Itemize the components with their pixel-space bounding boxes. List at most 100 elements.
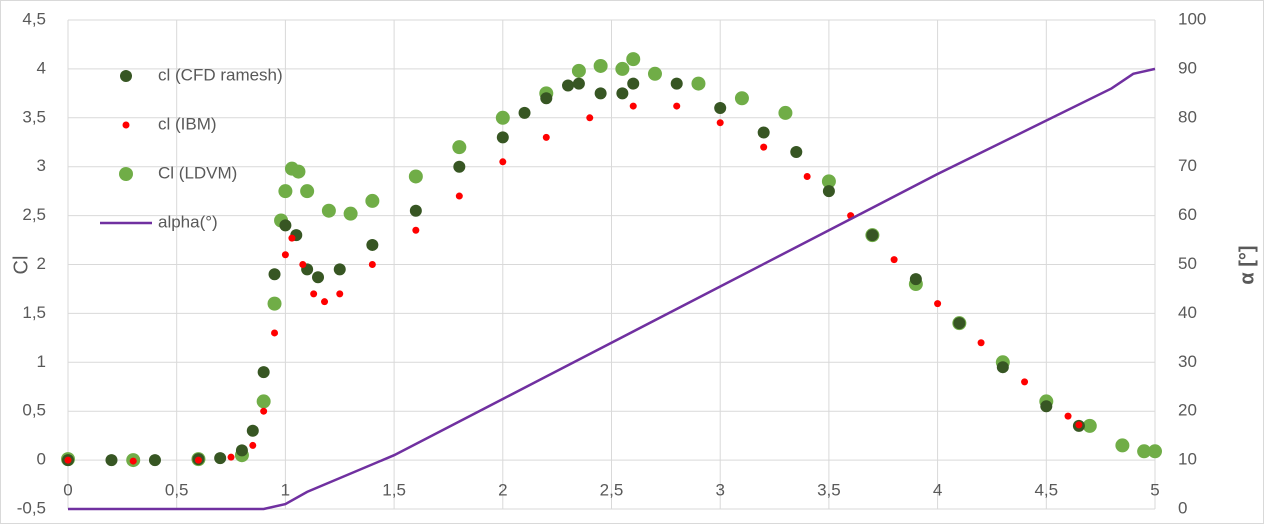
data-point bbox=[279, 219, 292, 232]
data-point bbox=[716, 119, 724, 127]
data-point bbox=[1075, 421, 1083, 429]
data-point bbox=[499, 158, 507, 166]
data-point bbox=[312, 271, 325, 284]
y2-tick-label: 20 bbox=[1178, 401, 1197, 420]
data-point bbox=[300, 184, 315, 199]
x-tick-label: 2 bbox=[498, 480, 507, 499]
data-point bbox=[803, 172, 811, 180]
data-point bbox=[757, 126, 770, 139]
data-point bbox=[452, 140, 467, 155]
data-point bbox=[235, 444, 248, 457]
data-point bbox=[934, 300, 942, 308]
y2-tick-label: 90 bbox=[1178, 58, 1197, 77]
x-tick-label: 1,5 bbox=[382, 480, 406, 499]
data-point bbox=[734, 91, 749, 106]
data-point bbox=[260, 407, 268, 415]
data-point bbox=[629, 102, 637, 110]
data-point bbox=[288, 234, 296, 242]
data-point bbox=[626, 52, 641, 67]
legend-label: alpha(°) bbox=[158, 212, 218, 231]
y-tick-label: 0,5 bbox=[22, 401, 46, 420]
legend-label: cl (IBM) bbox=[158, 114, 217, 133]
data-point bbox=[105, 454, 118, 467]
data-point bbox=[1148, 444, 1162, 459]
data-point bbox=[673, 102, 681, 110]
data-point bbox=[540, 92, 553, 105]
data-point bbox=[310, 290, 318, 298]
data-point bbox=[778, 105, 793, 120]
y2-tick-label: 10 bbox=[1178, 450, 1197, 469]
data-point bbox=[714, 102, 727, 115]
data-point bbox=[616, 87, 629, 100]
y-tick-label: 3 bbox=[37, 156, 46, 175]
data-point bbox=[670, 77, 683, 90]
data-point bbox=[194, 456, 202, 464]
x-tick-label: 0,5 bbox=[165, 480, 189, 499]
data-point bbox=[271, 329, 279, 337]
data-point bbox=[366, 238, 379, 251]
data-point bbox=[214, 452, 227, 465]
y-axis-title: Cl bbox=[10, 256, 32, 275]
data-point bbox=[408, 169, 423, 184]
data-point bbox=[1115, 438, 1130, 453]
data-point bbox=[257, 366, 270, 379]
data-point bbox=[977, 339, 985, 347]
data-point bbox=[593, 58, 608, 73]
data-point bbox=[822, 185, 835, 198]
x-tick-label: 4,5 bbox=[1034, 480, 1058, 499]
data-point bbox=[249, 441, 257, 449]
data-point bbox=[246, 424, 259, 437]
data-point bbox=[278, 184, 293, 199]
y2-tick-label: 0 bbox=[1178, 498, 1187, 517]
data-point bbox=[562, 79, 575, 92]
data-point bbox=[455, 192, 463, 200]
x-tick-label: 5 bbox=[1150, 480, 1159, 499]
x-tick-label: 1 bbox=[281, 480, 290, 499]
data-point bbox=[129, 457, 137, 465]
x-tick-label: 4 bbox=[933, 480, 942, 499]
data-point bbox=[299, 261, 307, 268]
data-point bbox=[594, 87, 607, 100]
legend-label: cl (CFD ramesh) bbox=[158, 65, 283, 84]
data-point bbox=[268, 268, 281, 281]
data-point bbox=[1040, 400, 1053, 413]
data-point bbox=[890, 256, 898, 264]
data-point bbox=[1064, 412, 1072, 420]
y-tick-label: 0 bbox=[37, 450, 46, 469]
y-tick-label: 1 bbox=[37, 352, 46, 371]
data-point bbox=[412, 226, 420, 234]
y2-tick-label: 70 bbox=[1178, 156, 1197, 175]
x-tick-label: 0 bbox=[63, 480, 72, 499]
legend-swatch bbox=[120, 70, 132, 82]
data-point bbox=[1137, 444, 1152, 459]
y2-tick-label: 50 bbox=[1178, 254, 1197, 273]
data-point bbox=[909, 273, 922, 286]
y-tick-label: 3,5 bbox=[22, 107, 46, 126]
data-point bbox=[866, 229, 879, 242]
legend-label: Cl (LDVM) bbox=[158, 163, 237, 182]
data-point bbox=[365, 193, 380, 208]
data-point bbox=[691, 76, 706, 91]
data-point bbox=[518, 106, 531, 119]
data-point bbox=[572, 77, 585, 90]
data-point bbox=[571, 63, 586, 78]
x-tick-label: 3 bbox=[715, 480, 724, 499]
y2-tick-label: 80 bbox=[1178, 107, 1197, 126]
data-point bbox=[496, 131, 509, 144]
alpha-line bbox=[68, 67, 1156, 511]
data-point bbox=[227, 453, 235, 461]
data-point bbox=[495, 110, 510, 125]
data-point bbox=[821, 174, 836, 189]
y2-tick-label: 60 bbox=[1178, 205, 1197, 224]
data-point bbox=[336, 290, 344, 298]
data-point bbox=[615, 61, 630, 76]
data-point bbox=[1021, 378, 1029, 386]
y2-tick-label: 40 bbox=[1178, 303, 1197, 322]
y-tick-label: 1,5 bbox=[22, 303, 46, 322]
data-point bbox=[368, 261, 376, 268]
data-point bbox=[291, 164, 306, 179]
data-point bbox=[1082, 418, 1097, 433]
y-tick-label: 2,5 bbox=[22, 205, 46, 224]
data-point bbox=[453, 160, 466, 173]
